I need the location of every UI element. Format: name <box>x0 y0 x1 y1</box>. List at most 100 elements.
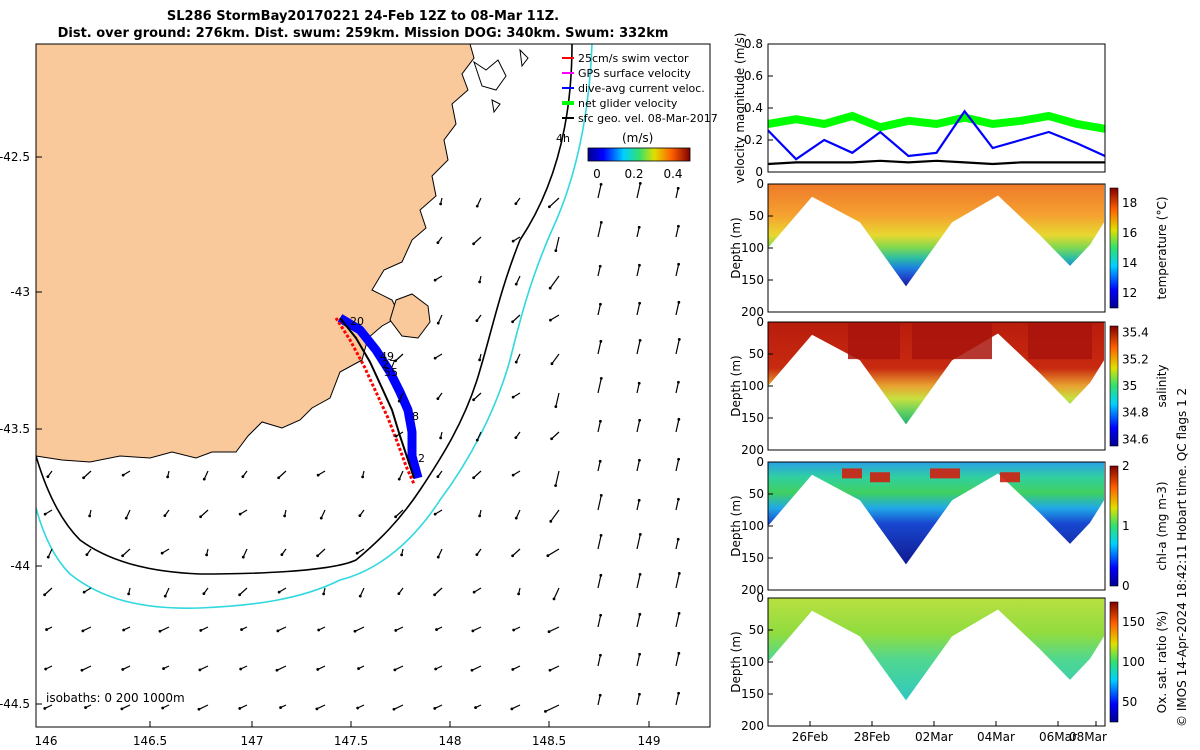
current-arrow-head <box>471 629 475 633</box>
current-arrow-head <box>394 434 398 438</box>
current-arrow-head <box>238 707 242 710</box>
colorbar-tick-label: 1 <box>1122 519 1130 533</box>
figure-title: SL286 StormBay20170221 24-Feb 12Z to 08-… <box>36 8 690 42</box>
current-arrow <box>597 266 601 277</box>
current-arrow <box>555 470 560 486</box>
current-arrow-head <box>510 707 514 711</box>
colorbar-tick-label: 2 <box>1122 459 1130 473</box>
current-arrow <box>675 693 680 706</box>
depth-tick-label: 150 <box>741 411 764 425</box>
current-arrow-head <box>394 515 398 519</box>
salinity-high-block <box>912 323 992 360</box>
annotation-4h: 4h <box>556 132 570 145</box>
annotation-20: 20 <box>350 315 364 328</box>
depth-tick-label: 50 <box>749 487 764 501</box>
date-tick-label: 26Feb <box>792 730 829 744</box>
legend-label: net glider velocity <box>578 97 678 110</box>
current-arrow-head <box>598 264 602 268</box>
current-arrow <box>512 548 521 557</box>
current-arrow-head <box>315 707 319 711</box>
current-arrow-head <box>638 652 642 656</box>
current-arrow <box>164 587 170 597</box>
current-arrow-head <box>599 573 603 577</box>
current-arrow-head <box>474 706 477 709</box>
current-arrow-head <box>88 514 92 518</box>
section-panel-salinity: 0 50 100 150 200 Depth (m) 34.6 34.8 35 35.2 35.4 s… <box>729 315 1169 457</box>
current-arrow-head <box>199 515 203 519</box>
current-arrow-head <box>637 381 641 385</box>
current-arrow-head <box>514 360 518 364</box>
velocity-ylabel: velocity magnitude (m/s) <box>733 33 747 184</box>
date-tick-label: 28Feb <box>854 730 891 744</box>
current-arrow-head <box>638 692 641 696</box>
colorbar-tick-label: 14 <box>1122 256 1137 270</box>
current-arrow-head <box>122 628 126 632</box>
current-arrow-head <box>355 551 359 555</box>
current-arrow <box>82 626 92 632</box>
current-arrow-head <box>511 395 515 399</box>
salinity-high-block <box>848 323 900 360</box>
current-arrow <box>83 470 92 479</box>
current-arrow-head <box>511 473 515 477</box>
depth-tick-label: 200 <box>741 443 764 457</box>
map-panel[interactable]: 146 146.5 147 147.5 148 148.5 149 -42.5 -43 -43.… <box>0 43 718 748</box>
depth-ylabel: Depth (m) <box>729 217 743 278</box>
velocity-series <box>767 109 1106 166</box>
current-arrow-head <box>637 225 641 229</box>
coast-islands <box>473 48 529 114</box>
section-colorbar <box>1109 601 1119 723</box>
date-tick-label: 06Mar <box>1039 730 1077 744</box>
current-arrow-head <box>514 282 518 286</box>
isobath-1000m <box>36 44 593 610</box>
map-x-tick-label: 149 <box>638 734 661 748</box>
current-arrow-head <box>470 668 474 672</box>
current-arrow <box>437 548 443 558</box>
current-arrow-head <box>43 512 47 516</box>
current-arrow-head <box>158 629 162 633</box>
current-arrow-head <box>358 514 362 518</box>
map-y-ticks: -42.5 -43 -43.5 -44 -44.5 <box>0 150 42 711</box>
current-arrow <box>47 548 53 558</box>
current-arrow-head <box>550 362 554 366</box>
current-arrow-head <box>478 514 482 518</box>
annotation-8: 8 <box>412 410 419 423</box>
current-arrow-head <box>547 630 551 634</box>
current-arrow <box>394 665 404 671</box>
current-arrow-head <box>240 628 243 631</box>
map-y-tick-label: -43 <box>10 285 30 299</box>
current-arrow <box>636 227 640 238</box>
surface-current-arrows <box>43 181 681 713</box>
current-arrow <box>636 694 640 706</box>
isobath-200m <box>36 44 573 575</box>
current-arrow <box>471 665 482 671</box>
date-tick-label: 08Mar <box>1069 730 1107 744</box>
colorbar-tick-label: 35.4 <box>1122 326 1149 340</box>
current-arrow-head <box>554 484 557 488</box>
map-y-tick-label: -42.5 <box>0 150 30 164</box>
current-arrow-head <box>84 706 87 709</box>
current-arrow-head <box>120 707 124 711</box>
current-arrow-head <box>598 459 602 463</box>
map-x-tick-label: 146.5 <box>133 734 167 748</box>
colorbar-label: Ox. sat. ratio (%) <box>1155 611 1169 713</box>
current-arrow-head <box>599 533 603 537</box>
current-arrow-head <box>550 437 554 441</box>
speed-colorbar <box>587 147 691 162</box>
current-arrow-head <box>552 597 556 601</box>
current-arrow-head <box>160 551 164 555</box>
salinity-high-block <box>1028 323 1092 360</box>
current-arrow-head <box>46 555 50 559</box>
current-arrow-head <box>316 473 320 477</box>
current-arrow-head <box>677 497 680 501</box>
current-arrow-head <box>202 592 206 596</box>
current-arrow-head <box>439 436 443 440</box>
current-arrow-head <box>85 553 89 557</box>
current-arrow-head <box>280 553 284 557</box>
current-arrow <box>636 654 641 667</box>
current-arrow <box>316 704 326 710</box>
colorbar-tick-label: 50 <box>1122 695 1137 709</box>
colorbar-label: chl-a (mg m-3) <box>1155 481 1169 570</box>
velocity-panel[interactable]: 0 0.2 0.4 0.6 0.8 velocity magnitude (m/s) <box>733 33 1106 184</box>
current-arrow <box>553 587 560 600</box>
map-y-tick-label: -44 <box>10 559 30 573</box>
